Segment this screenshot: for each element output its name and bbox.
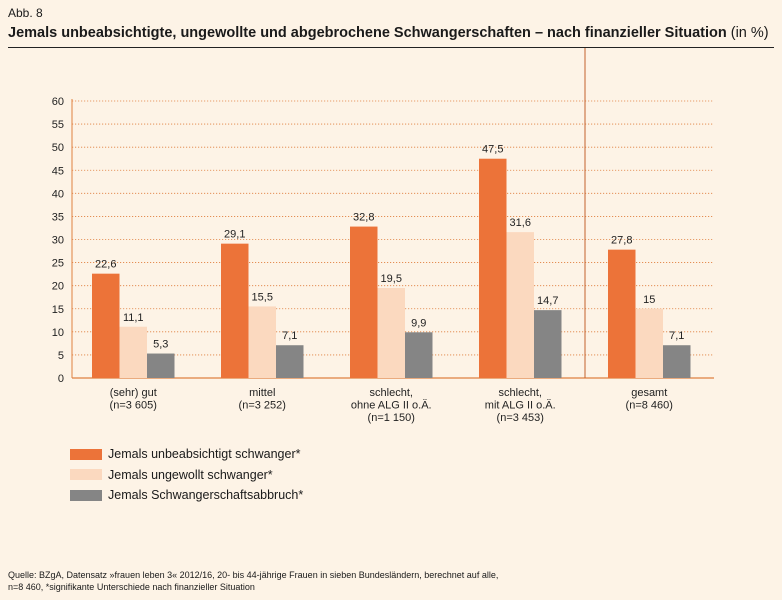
source-line-2: n=8 460, *signifikante Unterschiede nach… — [8, 582, 255, 592]
data-label: 9,9 — [411, 317, 426, 329]
bar-ungewollt — [635, 308, 663, 378]
source-line-1: Quelle: BZgA, Datensatz »frauen leben 3«… — [8, 570, 499, 580]
y-tick-label: 60 — [52, 96, 64, 108]
x-category-label: mittel — [249, 387, 275, 399]
figure-number: Abb. 8 — [8, 6, 43, 20]
bar-abbruch — [663, 345, 691, 378]
data-label: 7,1 — [669, 330, 684, 342]
data-label: 11,1 — [123, 312, 144, 324]
legend-label-unbeabsichtigt: Jemals unbeabsichtigt schwanger* — [108, 447, 301, 461]
legend-swatch-abbruch — [70, 489, 102, 501]
data-label: 22,6 — [95, 259, 116, 271]
bar-unbeabsichtigt — [92, 273, 120, 378]
x-category-label: (n=3 605) — [110, 400, 157, 412]
y-tick-label: 15 — [52, 304, 64, 316]
y-tick-label: 45 — [52, 165, 64, 177]
legend-item-abbruch: Jemals Schwangerschaftsabbruch* — [70, 485, 303, 505]
chart-title-unit: (in %) — [730, 25, 769, 41]
data-label: 29,1 — [224, 229, 245, 241]
bar-unbeabsichtigt — [608, 249, 636, 378]
y-tick-label: 30 — [52, 235, 64, 247]
legend-item-unbeabsichtigt: Jemals unbeabsichtigt schwanger* — [70, 444, 303, 464]
x-category-label: (n=8 460) — [626, 400, 673, 412]
bar-abbruch — [147, 353, 175, 378]
y-tick-label: 40 — [52, 188, 64, 200]
bar-abbruch — [405, 332, 433, 378]
legend-label-abbruch: Jemals Schwangerschaftsabbruch* — [108, 488, 304, 502]
y-tick-label: 50 — [52, 142, 64, 154]
data-label: 14,7 — [537, 295, 558, 307]
data-label: 15,5 — [252, 291, 273, 303]
legend-swatch-ungewollt — [70, 469, 102, 480]
data-label: 5,3 — [153, 339, 168, 351]
legend-swatch-unbeabsichtigt — [70, 448, 102, 460]
bar-ungewollt — [377, 287, 405, 378]
y-tick-label: 55 — [52, 119, 64, 131]
y-tick-label: 25 — [52, 258, 64, 270]
x-category-label: (sehr) gut — [110, 387, 157, 399]
data-label: 19,5 — [381, 273, 402, 285]
x-category-label: gesamt — [631, 387, 667, 399]
data-label: 27,8 — [611, 235, 632, 247]
data-label: 15 — [643, 294, 655, 306]
bar-ungewollt — [506, 232, 534, 378]
title-rule — [8, 47, 774, 48]
y-tick-label: 35 — [52, 211, 64, 223]
chart-title: Jemals unbeabsichtigte, ungewollte und a… — [8, 25, 769, 41]
bar-ungewollt — [248, 306, 276, 378]
bar-unbeabsichtigt — [221, 243, 249, 378]
bar-unbeabsichtigt — [350, 226, 378, 378]
y-tick-label: 0 — [58, 373, 64, 385]
legend: Jemals unbeabsichtigt schwanger* Jemals … — [70, 444, 303, 506]
y-tick-label: 10 — [52, 327, 64, 339]
chart-title-text: Jemals unbeabsichtigte, ungewollte und a… — [8, 25, 727, 41]
x-category-label: schlecht, — [370, 387, 413, 399]
bar-abbruch — [276, 345, 304, 378]
source-note: Quelle: BZgA, Datensatz »frauen leben 3«… — [8, 569, 498, 593]
legend-item-ungewollt: Jemals ungewollt schwanger* — [70, 465, 303, 485]
x-category-label: mit ALG II o.Ä. — [485, 400, 556, 412]
x-category-label: (n=3 252) — [239, 400, 286, 412]
bar-abbruch — [534, 310, 562, 378]
bar-unbeabsichtigt — [479, 158, 507, 378]
y-tick-label: 5 — [58, 350, 64, 362]
data-label: 47,5 — [482, 144, 503, 156]
data-label: 32,8 — [353, 212, 374, 224]
x-category-label: schlecht, — [499, 387, 542, 399]
legend-label-ungewollt: Jemals ungewollt schwanger* — [108, 467, 273, 482]
x-category-label: (n=3 453) — [497, 412, 544, 424]
x-category-label: ohne ALG II o.Ä. — [351, 400, 432, 412]
x-category-label: (n=1 150) — [368, 412, 415, 424]
y-tick-label: 20 — [52, 281, 64, 293]
data-label: 31,6 — [510, 217, 531, 229]
data-label: 7,1 — [282, 330, 297, 342]
bar-chart: 0 5 10 15 20 25 30 35 40 45 50 55 60 22,6 29,1 32,8 47,5… — [52, 48, 714, 424]
bar-ungewollt — [119, 326, 147, 378]
